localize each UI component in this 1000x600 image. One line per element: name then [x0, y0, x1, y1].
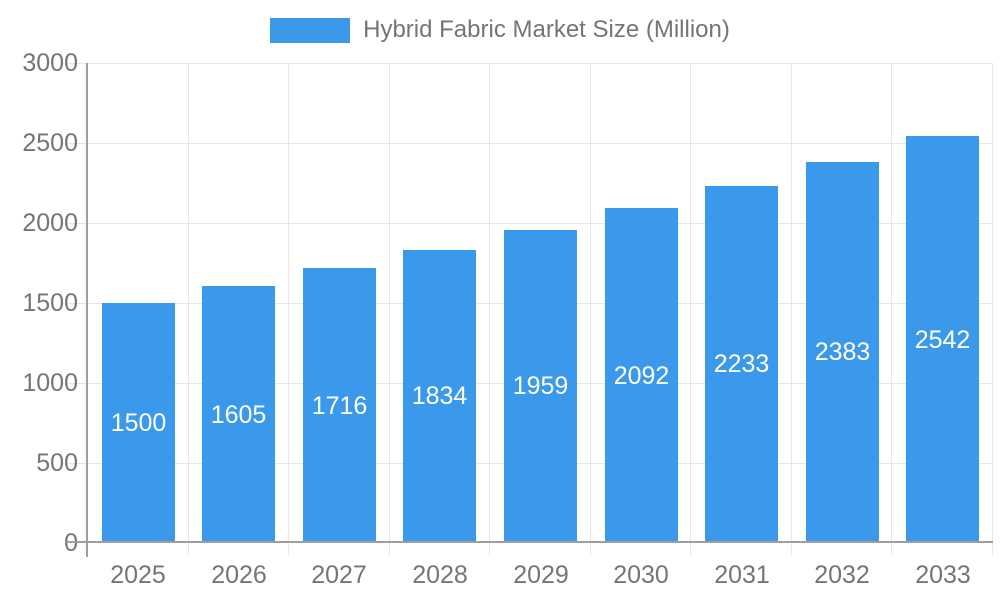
y-tick-label: 500 — [36, 449, 78, 477]
bar — [806, 162, 879, 543]
x-tick-label: 2031 — [714, 561, 770, 589]
bar — [202, 286, 275, 543]
x-axis-line — [66, 541, 993, 543]
y-tick-label: 0 — [64, 529, 78, 557]
y-axis-line — [86, 63, 88, 557]
plot-area: 0 500 1000 1500 2000 2500 3000 1500 2025 1605 2026… — [22, 49, 993, 589]
bar — [705, 186, 778, 543]
gridline-x — [791, 63, 792, 555]
x-tick-label: 2028 — [412, 561, 468, 589]
gridline-x — [288, 63, 289, 555]
gridline-x — [992, 63, 993, 555]
gridline-x — [188, 63, 189, 555]
y-tick-label: 2000 — [22, 209, 78, 237]
bar-value-label: 2233 — [713, 350, 770, 378]
x-tick-label: 2029 — [513, 561, 569, 589]
bar-value-label: 2383 — [814, 338, 871, 366]
bar — [605, 208, 678, 543]
x-tick-label: 2030 — [613, 561, 669, 589]
x-tick-label: 2032 — [814, 561, 870, 589]
x-tick-label: 2026 — [211, 561, 267, 589]
bar — [102, 303, 175, 543]
gridline-x — [590, 63, 591, 555]
bar-value-label: 1834 — [411, 382, 468, 410]
bar-value-label: 1959 — [512, 372, 569, 400]
gridline-x — [489, 63, 490, 555]
bar-value-label: 2092 — [613, 362, 670, 390]
gridline-y — [68, 143, 993, 144]
gridline-y — [68, 223, 993, 224]
legend-swatch — [270, 17, 351, 43]
chart-legend: Hybrid Fabric Market Size (Million) — [0, 16, 1000, 43]
gridline-y — [68, 63, 993, 64]
x-tick-label: 2033 — [915, 561, 971, 589]
bar — [906, 136, 979, 543]
x-tick-label: 2025 — [110, 561, 166, 589]
gridline-x — [891, 63, 892, 555]
bar — [504, 230, 577, 543]
y-tick-label: 3000 — [22, 49, 78, 77]
legend-label: Hybrid Fabric Market Size (Million) — [363, 16, 730, 43]
bar-value-label: 1605 — [210, 401, 267, 429]
bar-value-label: 1500 — [110, 409, 167, 437]
y-tick-label: 1500 — [22, 289, 78, 317]
bar — [303, 268, 376, 543]
gridline-x — [690, 63, 691, 555]
y-tick-label: 2500 — [22, 129, 78, 157]
y-tick-label: 1000 — [22, 369, 78, 397]
x-tick-label: 2027 — [311, 561, 367, 589]
gridline-x — [389, 63, 390, 555]
bar — [403, 250, 476, 543]
bar-value-label: 1716 — [311, 392, 368, 420]
bar-value-label: 2542 — [914, 326, 971, 354]
